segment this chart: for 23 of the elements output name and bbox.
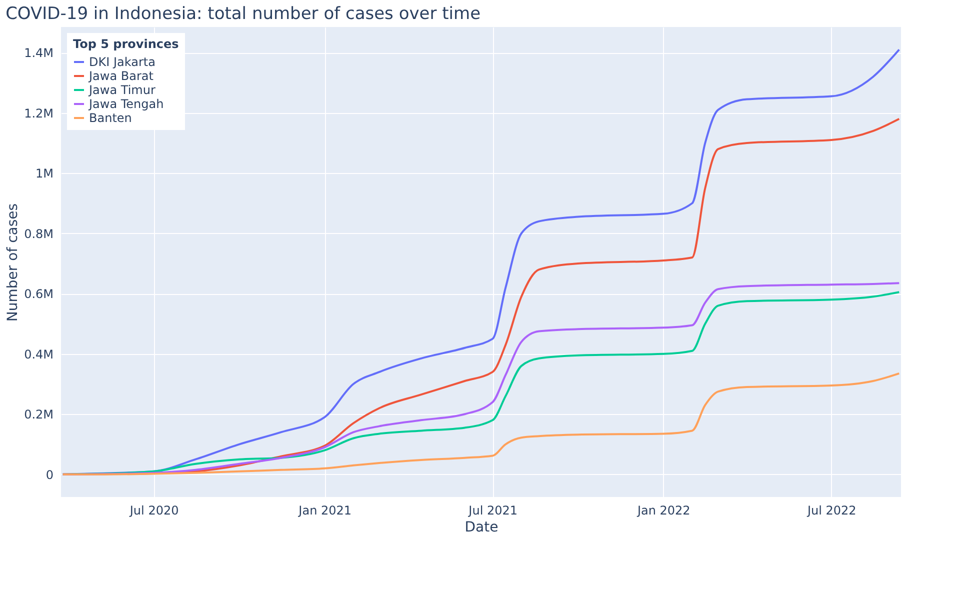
y-tick-label: 1.2M xyxy=(24,106,54,120)
chart-title: COVID-19 in Indonesia: total number of cases over time xyxy=(6,4,481,24)
x-tick-label: Jul 2020 xyxy=(128,504,179,518)
legend-label: Banten xyxy=(89,111,132,125)
y-tick-label: 0 xyxy=(46,468,54,482)
x-tick-label: Jan 2021 xyxy=(298,504,352,518)
y-tick-label: 0.4M xyxy=(24,347,54,362)
legend-title: Top 5 provinces xyxy=(73,37,179,51)
y-axis-title: Number of cases xyxy=(5,203,22,322)
y-tick-label: 0.8M xyxy=(24,226,54,241)
x-axis-title: Date xyxy=(464,520,498,536)
x-tick-label: Jan 2022 xyxy=(636,504,690,518)
x-tick-label: Jul 2022 xyxy=(806,504,856,518)
y-tick-label: 0.2M xyxy=(24,408,54,422)
y-tick-label: 0.6M xyxy=(24,287,54,302)
line-series xyxy=(62,372,900,476)
y-tick-label: 1M xyxy=(36,166,54,181)
legend-label: DKI Jakarta xyxy=(89,55,156,69)
legend-label: Jawa Tengah xyxy=(88,97,164,111)
legend-label: Jawa Barat xyxy=(88,69,154,83)
legend-label: Jawa Timur xyxy=(88,83,156,97)
x-tick-label: Jul 2021 xyxy=(468,504,518,518)
y-tick-label: 1.4M xyxy=(24,46,54,60)
